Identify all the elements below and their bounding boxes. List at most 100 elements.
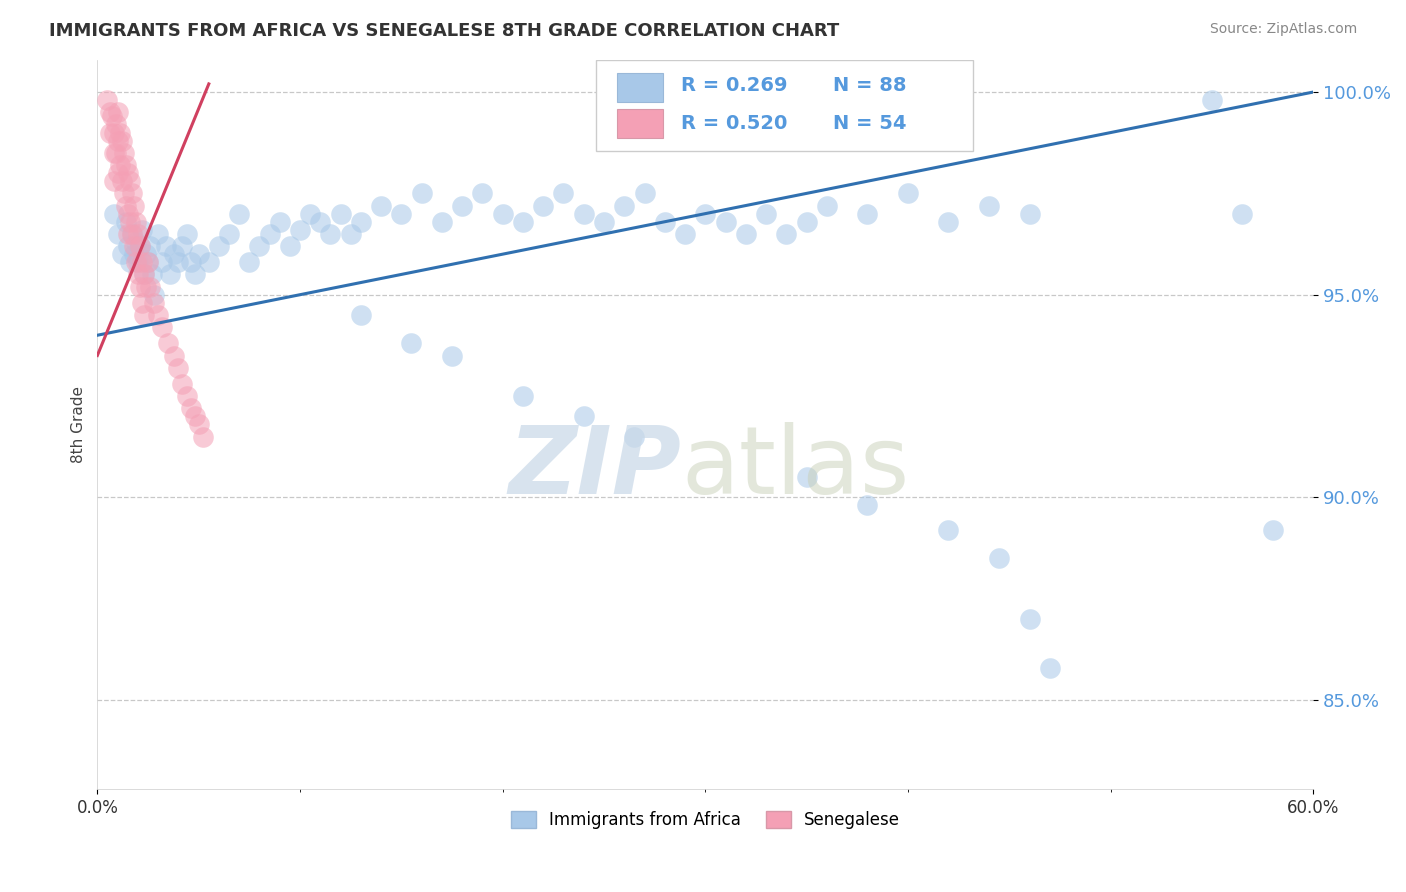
Text: ZIP: ZIP xyxy=(508,422,681,514)
Point xyxy=(118,255,141,269)
Point xyxy=(114,215,136,229)
Point xyxy=(633,186,655,201)
Point xyxy=(451,198,474,212)
Point xyxy=(136,255,159,269)
Point xyxy=(139,279,162,293)
Point xyxy=(118,174,141,188)
Point xyxy=(135,279,157,293)
Point xyxy=(623,429,645,443)
Point xyxy=(103,174,125,188)
Text: N = 54: N = 54 xyxy=(832,114,907,133)
Point xyxy=(107,227,129,241)
Point xyxy=(129,239,152,253)
Bar xyxy=(617,109,662,138)
Point xyxy=(155,239,177,253)
Point xyxy=(131,295,153,310)
Point xyxy=(146,227,169,241)
Point xyxy=(988,551,1011,566)
Point xyxy=(131,223,153,237)
Point xyxy=(104,145,127,160)
Point xyxy=(512,389,534,403)
Point xyxy=(111,174,134,188)
Text: N = 88: N = 88 xyxy=(832,77,907,95)
Point xyxy=(108,126,131,140)
Text: IMMIGRANTS FROM AFRICA VS SENEGALESE 8TH GRADE CORRELATION CHART: IMMIGRANTS FROM AFRICA VS SENEGALESE 8TH… xyxy=(49,22,839,40)
Point xyxy=(389,206,412,220)
Point xyxy=(176,389,198,403)
Point xyxy=(796,470,818,484)
Point xyxy=(100,109,122,123)
Point xyxy=(796,215,818,229)
Text: Source: ZipAtlas.com: Source: ZipAtlas.com xyxy=(1209,22,1357,37)
Point xyxy=(118,215,141,229)
Point xyxy=(127,255,149,269)
Point xyxy=(714,215,737,229)
Point xyxy=(127,227,149,241)
Point xyxy=(288,223,311,237)
Point xyxy=(132,268,155,282)
Point xyxy=(96,93,118,107)
Point xyxy=(187,417,209,432)
Point xyxy=(143,295,166,310)
Point xyxy=(370,198,392,212)
Text: R = 0.520: R = 0.520 xyxy=(681,114,787,133)
Point xyxy=(299,206,322,220)
Point xyxy=(755,206,778,220)
Point xyxy=(157,336,180,351)
Point xyxy=(112,145,135,160)
Point xyxy=(112,186,135,201)
Point xyxy=(553,186,575,201)
Point xyxy=(125,215,148,229)
Point xyxy=(269,215,291,229)
Point xyxy=(127,268,149,282)
Point xyxy=(228,206,250,220)
Point xyxy=(319,227,342,241)
Point xyxy=(176,227,198,241)
Point xyxy=(1018,612,1040,626)
Point xyxy=(673,227,696,241)
Point xyxy=(1232,206,1254,220)
Point xyxy=(775,227,797,241)
Text: atlas: atlas xyxy=(681,422,910,514)
Point xyxy=(471,186,494,201)
Point xyxy=(122,247,145,261)
Point xyxy=(180,255,202,269)
Point xyxy=(108,158,131,172)
Point xyxy=(98,105,121,120)
Point xyxy=(163,349,186,363)
Point xyxy=(143,287,166,301)
Point xyxy=(117,239,139,253)
Point xyxy=(654,215,676,229)
Point xyxy=(167,255,190,269)
Point xyxy=(132,308,155,322)
Point xyxy=(122,198,145,212)
Point xyxy=(103,145,125,160)
Point xyxy=(897,186,920,201)
Point xyxy=(309,215,332,229)
Point xyxy=(111,134,134,148)
Point xyxy=(111,247,134,261)
Point xyxy=(131,255,153,269)
Point xyxy=(114,158,136,172)
Point xyxy=(1018,206,1040,220)
Point xyxy=(531,198,554,212)
Point xyxy=(167,360,190,375)
Point xyxy=(172,239,194,253)
Point xyxy=(329,206,352,220)
FancyBboxPatch shape xyxy=(596,60,973,151)
Point xyxy=(350,215,373,229)
Point xyxy=(104,118,127,132)
Point xyxy=(1201,93,1223,107)
Text: R = 0.269: R = 0.269 xyxy=(681,77,787,95)
Point xyxy=(191,429,214,443)
Point xyxy=(114,198,136,212)
Point xyxy=(572,409,595,424)
Point xyxy=(430,215,453,229)
Point xyxy=(259,227,281,241)
Point xyxy=(815,198,838,212)
Point xyxy=(159,268,181,282)
Point xyxy=(938,215,960,229)
Point xyxy=(172,376,194,391)
Point xyxy=(734,227,756,241)
Point xyxy=(183,268,205,282)
